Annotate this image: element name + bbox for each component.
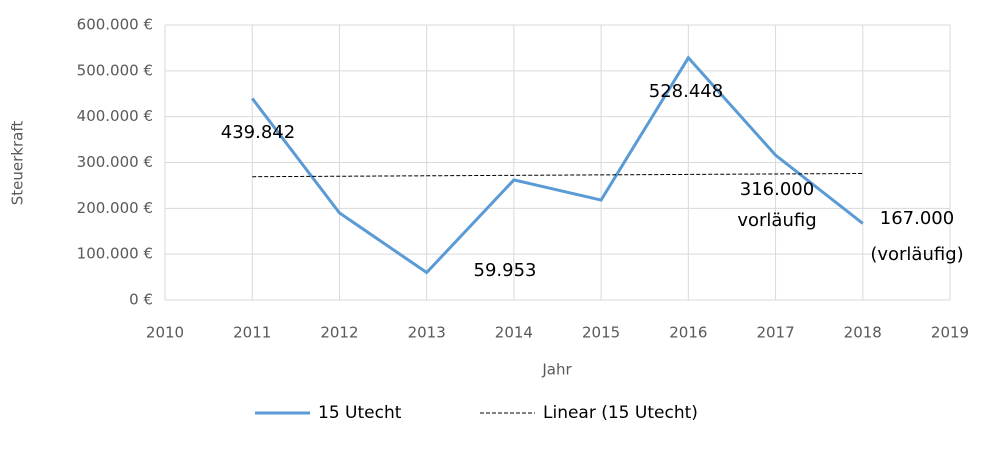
x-tick-label: 2010 (146, 324, 184, 342)
y-tick-label: 300.000 € (77, 153, 153, 171)
data-label: 528.448 (649, 81, 723, 102)
x-tick-label: 2019 (931, 324, 969, 342)
y-tick-label: 600.000 € (77, 16, 153, 34)
y-axis-label: Steuerkraft (9, 121, 27, 206)
x-tick-label: 2017 (756, 324, 794, 342)
x-tick-label: 2018 (844, 324, 882, 342)
data-label: 316.000 (740, 179, 814, 200)
x-tick-label: 2011 (233, 324, 271, 342)
y-tick-label: 500.000 € (77, 61, 153, 79)
legend-label: 15 Utecht (318, 403, 402, 423)
y-tick-label: 400.000 € (77, 107, 153, 125)
trend-line (252, 173, 863, 178)
y-tick-label: 0 € (129, 291, 153, 309)
x-tick-label: 2014 (495, 324, 533, 342)
x-tick-label: 2013 (408, 324, 446, 342)
x-tick-label: 2016 (669, 324, 707, 342)
data-label: 59.953 (474, 260, 537, 281)
x-tick-label: 2015 (582, 324, 620, 342)
data-label: 167.000 (880, 208, 954, 229)
x-axis-label: Jahr (541, 361, 572, 379)
x-tick-label: 2012 (320, 324, 358, 342)
annotation: vorläufig (737, 210, 816, 231)
annotation: (vorläufig) (870, 244, 963, 265)
y-tick-label: 100.000 € (77, 245, 153, 263)
data-label: 439.842 (221, 122, 295, 143)
y-tick-label: 200.000 € (77, 199, 153, 217)
legend-label: Linear (15 Utecht) (543, 403, 698, 423)
data-line (251, 55, 864, 275)
